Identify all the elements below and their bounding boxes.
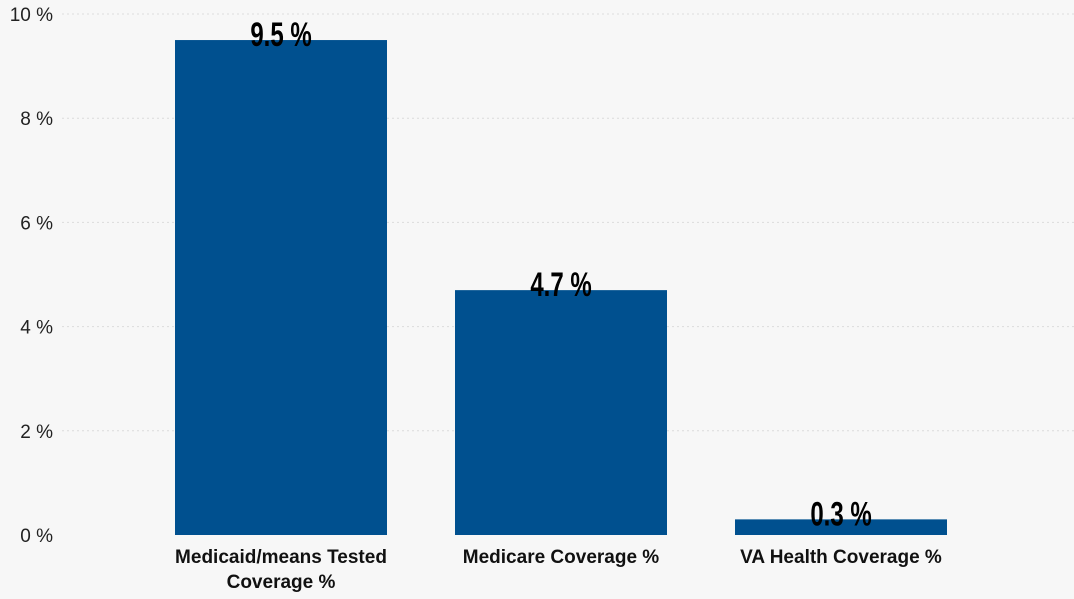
data-label: 9.5 %	[250, 16, 311, 54]
x-tick-label: Medicaid/means Tested	[175, 547, 387, 568]
bar	[455, 290, 667, 535]
bar	[735, 519, 947, 535]
x-tick-label: Medicare Coverage %	[463, 547, 660, 568]
y-tick-label: 4 %	[20, 318, 53, 339]
y-tick-label: 10 %	[10, 5, 53, 26]
y-axis: 0 % 2 % 4 % 6 % 8 % 10 %	[10, 5, 53, 547]
y-tick-label: 6 %	[20, 213, 53, 234]
x-tick-label: Coverage %	[227, 572, 336, 593]
data-label: 0.3 %	[810, 495, 871, 533]
y-tick-label: 2 %	[20, 422, 53, 443]
y-tick-label: 0 %	[20, 526, 53, 547]
x-tick-label: VA Health Coverage %	[740, 547, 942, 568]
x-axis: Medicaid/means Tested Coverage % Medicare …	[175, 547, 942, 593]
data-labels: 9.5 % 4.7 % 0.3 %	[250, 16, 871, 534]
data-label: 4.7 %	[530, 266, 591, 304]
bar	[175, 40, 387, 536]
y-tick-label: 8 %	[20, 109, 53, 130]
bars	[175, 40, 947, 536]
